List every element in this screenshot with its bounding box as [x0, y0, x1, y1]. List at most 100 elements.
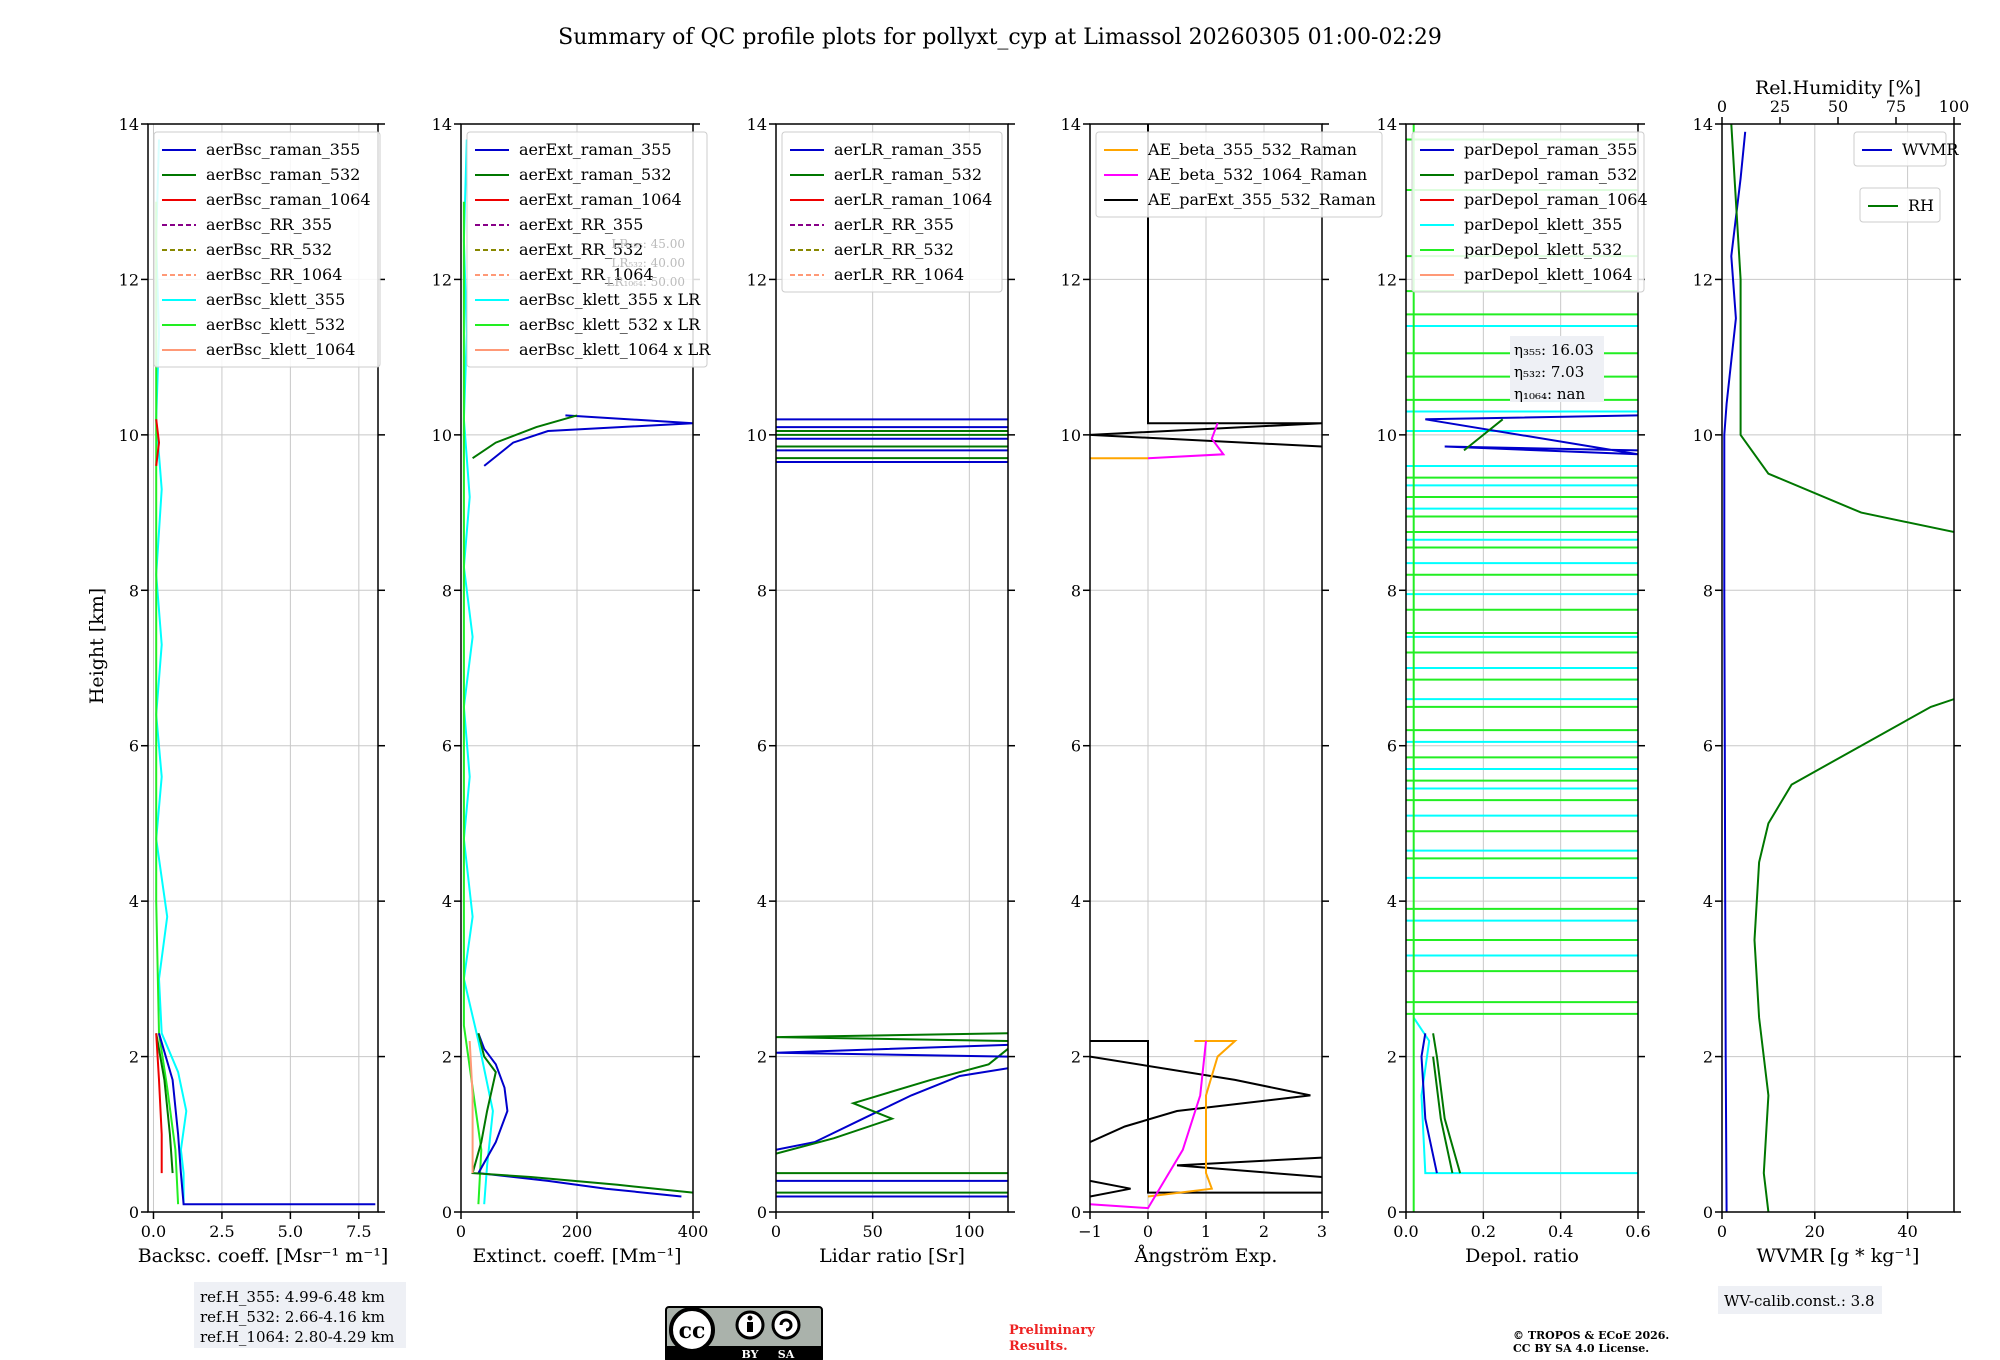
- legend-label: aerBsc_klett_355: [206, 290, 345, 309]
- legend-label: aerBsc_klett_1064: [206, 340, 355, 359]
- y-tick-label: 10: [432, 426, 452, 445]
- y-tick-label: 10: [1693, 426, 1713, 445]
- y-tick-label: 12: [119, 270, 139, 289]
- series-line-pardepol-raman-355: [1425, 414, 1638, 456]
- legend-label: aerLR_raman_355: [834, 140, 982, 159]
- x-tick-label: 0.0: [141, 1222, 166, 1241]
- legend-label: parDepol_raman_355: [1464, 140, 1637, 159]
- series-line-ae-beta-532-1064-raman: [1147, 422, 1226, 460]
- panel-data: [155, 139, 376, 1206]
- series-line-aerbsc-raman-532: [155, 1033, 174, 1174]
- x-tick-label: 0: [771, 1222, 781, 1241]
- x-axis-label: Extinct. coeff. [Mm⁻¹]: [472, 1245, 681, 1267]
- x-tick-label: 0.2: [1471, 1222, 1496, 1241]
- legend-box: [1853, 131, 1947, 167]
- y-tick-label: 2: [1071, 1048, 1081, 1067]
- y-tick-label: 2: [757, 1048, 767, 1067]
- by-person-body: [747, 1322, 753, 1332]
- y-tick-label: 12: [747, 270, 767, 289]
- y-tick-label: 12: [1377, 270, 1397, 289]
- top-x-tick-label: 0: [1717, 97, 1727, 116]
- height-axis-label: Height [km]: [86, 588, 108, 704]
- y-tick-label: 0: [442, 1203, 452, 1222]
- x-axis-label: WVMR [g * kg⁻¹]: [1757, 1245, 1920, 1267]
- x-tick-label: 100: [954, 1222, 985, 1241]
- y-tick-label: 10: [119, 426, 139, 445]
- eta-note-line: η₅₃₂: 7.03: [1514, 363, 1584, 381]
- y-tick-label: 0: [129, 1203, 139, 1222]
- legend-box: [466, 131, 708, 368]
- top-x-tick-label: 75: [1886, 97, 1906, 116]
- series-line-aerext-rr-1064: [468, 1040, 474, 1174]
- y-tick-label: 10: [1377, 426, 1397, 445]
- eta-note-line: η₃₅₅: 16.03: [1514, 341, 1594, 359]
- legend-label: aerLR_RR_532: [834, 240, 954, 259]
- series-line-aerbsc-klett-355-x-lr: [462, 139, 494, 1205]
- x-tick-label: 3: [1317, 1222, 1327, 1241]
- y-tick-label: 4: [1071, 892, 1081, 911]
- legend-label: aerLR_RR_355: [834, 215, 954, 234]
- legend-box: [1095, 131, 1383, 218]
- refh-note-box: ref.H_355: 4.99-6.48 km ref.H_532: 2.66-…: [194, 1282, 406, 1348]
- y-tick-label: 6: [1387, 737, 1397, 756]
- x-tick-label: 0: [456, 1222, 466, 1241]
- legend-label: aerExt_raman_355: [519, 140, 672, 159]
- series-line-pardepol-raman-532: [1432, 1033, 1462, 1174]
- series-line-aerlr-raman-532: [776, 1048, 1008, 1155]
- y-tick-label: 4: [757, 892, 767, 911]
- legend: aerLR_raman_355 aerLR_raman_532 aerLR_rama…: [781, 131, 1003, 293]
- x-axis-label: Ångström Exp.: [1134, 1245, 1278, 1267]
- calib-note-text: WV-calib.const.: 3.8: [1724, 1292, 1875, 1310]
- y-tick-label: 6: [757, 737, 767, 756]
- panel-grid: [1721, 124, 1954, 1212]
- series-line-aerlr-raman-355: [776, 1067, 1008, 1151]
- panel-frame: [775, 123, 1009, 1213]
- panel-data: [1090, 124, 1322, 1210]
- copyright-line-2: CC BY SA 4.0 License.: [1513, 1342, 1649, 1355]
- series-line-ae-parext-355-532-raman: [1176, 1156, 1322, 1178]
- series-line-wvmr: [1723, 131, 1747, 1212]
- by-person-head: [747, 1315, 753, 1321]
- legend-box: [781, 131, 1003, 293]
- y-tick-label: 14: [1693, 115, 1713, 134]
- legend-box: [153, 131, 381, 368]
- top-x-tick-label: 25: [1770, 97, 1790, 116]
- y-tick-label: 6: [1703, 737, 1713, 756]
- series-line-ae-beta-355-532-raman: [1147, 1040, 1238, 1198]
- refh-note-background: [194, 1282, 406, 1348]
- y-tick-label: 2: [1703, 1048, 1713, 1067]
- series-line-pardepol-raman-532: [1432, 1056, 1454, 1174]
- legend-label: parDepol_raman_1064: [1464, 190, 1648, 209]
- y-tick-label: 2: [442, 1048, 452, 1067]
- x-tick-label: 0.6: [1625, 1222, 1650, 1241]
- refh-note-line-355: ref.H_355: 4.99-6.48 km: [200, 1288, 385, 1306]
- legend-label: aerExt_RR_532: [519, 240, 643, 259]
- series-line-aerext-raman-355: [483, 414, 693, 467]
- panel-frame: [147, 123, 379, 1213]
- panel-bsc: 0 2 4 6 8 10 12 14 0.0 2.5 5.0 7.5 Backsc. coeff. [M…: [119, 115, 389, 1267]
- legend: AE_beta_355_532_Raman AE_beta_532_1064_Ra…: [1095, 131, 1383, 218]
- eta-note-background: [1510, 336, 1604, 402]
- legend-label: AE_parExt_355_532_Raman: [1147, 190, 1376, 209]
- legend-label: aerBsc_klett_1064 x LR: [519, 340, 711, 359]
- y-tick-label: 14: [1377, 115, 1397, 134]
- y-tick-label: 12: [432, 270, 452, 289]
- y-tick-label: 6: [129, 737, 139, 756]
- legend-label: aerLR_raman_1064: [834, 190, 992, 209]
- x-axis-label: Lidar ratio [Sr]: [819, 1245, 965, 1267]
- panel-frame: [1721, 123, 1955, 1213]
- legend: aerExt_raman_355 aerExt_raman_532 aerExt_r…: [466, 131, 711, 368]
- y-tick-label: 4: [1387, 892, 1397, 911]
- y-tick-label: 8: [1071, 581, 1081, 600]
- series-line-pardepol-raman-532: [1463, 418, 1504, 452]
- y-tick-label: 6: [1071, 737, 1081, 756]
- eta-note-box: η₃₅₅: 16.03 η₅₃₂: 7.03 η₁₀₆₄: nan: [1510, 336, 1604, 403]
- legend-label: RH: [1908, 196, 1934, 215]
- legend-label: aerBsc_klett_532: [206, 315, 345, 334]
- x-tick-label: 1: [1201, 1222, 1211, 1241]
- series-line-aerbsc-klett-532-x-lr: [462, 201, 483, 1205]
- series-line-rh: [1730, 124, 1954, 1212]
- figure-title: Summary of QC profile plots for pollyxt_…: [558, 25, 1442, 50]
- series-line-ae-parext-355-532-raman: [1090, 1179, 1131, 1198]
